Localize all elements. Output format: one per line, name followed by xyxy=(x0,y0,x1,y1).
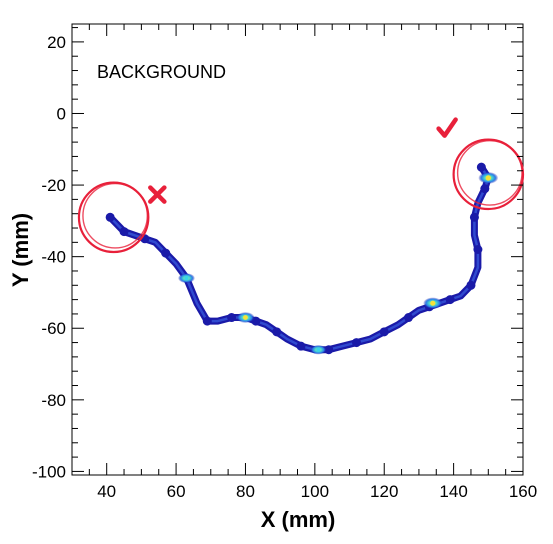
x-tick-label: 80 xyxy=(236,482,255,501)
track-point xyxy=(476,162,486,172)
track-point xyxy=(227,313,237,323)
track-point xyxy=(202,316,212,326)
track-point xyxy=(119,227,129,237)
background-annotation: BACKGROUND xyxy=(97,62,226,82)
track-point xyxy=(404,313,414,323)
track-point xyxy=(324,345,334,355)
hotspot-core xyxy=(316,347,321,352)
x-tick-label: 160 xyxy=(509,482,537,501)
track-point xyxy=(379,327,389,337)
y-tick-label: 0 xyxy=(57,104,66,123)
x-tick-label: 120 xyxy=(370,482,398,501)
x-tick-label: 100 xyxy=(301,482,329,501)
y-tick-label: -40 xyxy=(41,248,66,267)
hotspot-core xyxy=(184,276,189,281)
plot-frame xyxy=(71,23,524,476)
x-axis-label: X (mm) xyxy=(261,507,336,532)
marker-layer xyxy=(77,117,525,254)
x-tick-label: 60 xyxy=(167,482,186,501)
marker-circle xyxy=(452,138,525,211)
marker-circle-inner xyxy=(456,139,523,206)
track-point xyxy=(351,338,361,348)
x-tick-label: 140 xyxy=(439,482,467,501)
track-point xyxy=(466,280,476,290)
x-tick-label: 40 xyxy=(97,482,116,501)
tick-layer: 40 60 80 100 120 140 160 20 0 -20 -40 -60 -80 -100 xyxy=(32,24,537,501)
cross-icon xyxy=(148,185,167,204)
y-tick-label: -20 xyxy=(41,176,66,195)
hotspot-core xyxy=(243,315,248,320)
y-tick-label: 20 xyxy=(47,33,66,52)
track-point xyxy=(473,245,483,254)
track-point xyxy=(480,184,490,194)
track-point xyxy=(105,212,115,222)
y-tick-label: -80 xyxy=(41,391,66,410)
y-axis-label: Y (mm) xyxy=(8,213,33,287)
hotspot-core xyxy=(485,175,492,181)
y-tick-label: -60 xyxy=(41,319,66,338)
hotspot-layer xyxy=(177,171,499,355)
hotspot-core xyxy=(430,300,436,306)
track-layer xyxy=(105,162,492,355)
track-point xyxy=(469,212,479,222)
track-point xyxy=(445,295,455,305)
track-point xyxy=(272,327,282,337)
marker-circle xyxy=(77,181,150,254)
y-tick-label: -100 xyxy=(32,462,66,481)
track-outline xyxy=(106,163,492,354)
track-point xyxy=(296,341,306,351)
check-icon xyxy=(436,117,458,138)
marker-circle-inner xyxy=(82,182,149,249)
track-point xyxy=(161,248,171,258)
